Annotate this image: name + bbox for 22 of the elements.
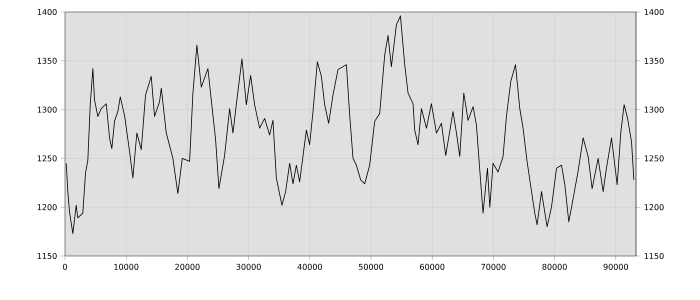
x-tick-label: 10000: [114, 264, 138, 270]
x-tick-label: 60000: [420, 264, 444, 270]
x-tick-label: 50000: [358, 264, 384, 270]
y2-tick-label: 1350: [644, 58, 664, 64]
y2-tick-label: 1400: [644, 8, 664, 16]
x-tick-label: 80000: [542, 264, 567, 270]
y2-tick-label: 1250: [644, 155, 664, 162]
x-tick-label: 70000: [481, 264, 506, 270]
y2-tick-label: 1150: [644, 252, 664, 260]
x-tick-label: 0: [62, 264, 68, 270]
y2-tick-label: 1300: [644, 106, 664, 113]
y-tick-label: 1350: [38, 58, 57, 64]
y-tick-label: 1150: [38, 252, 57, 260]
y-tick-label: 1200: [38, 204, 57, 210]
y-tick-label: 1300: [38, 106, 57, 113]
x-tick-label: 40000: [297, 264, 322, 270]
y2-tick-label: 1200: [644, 204, 664, 210]
x-tick-label: 30000: [236, 264, 261, 270]
y-tick-label: 1250: [38, 155, 57, 162]
y-tick-label: 1400: [38, 8, 57, 16]
x-tick-label: 90000: [604, 264, 628, 270]
x-tick-label: 20000: [175, 264, 200, 270]
